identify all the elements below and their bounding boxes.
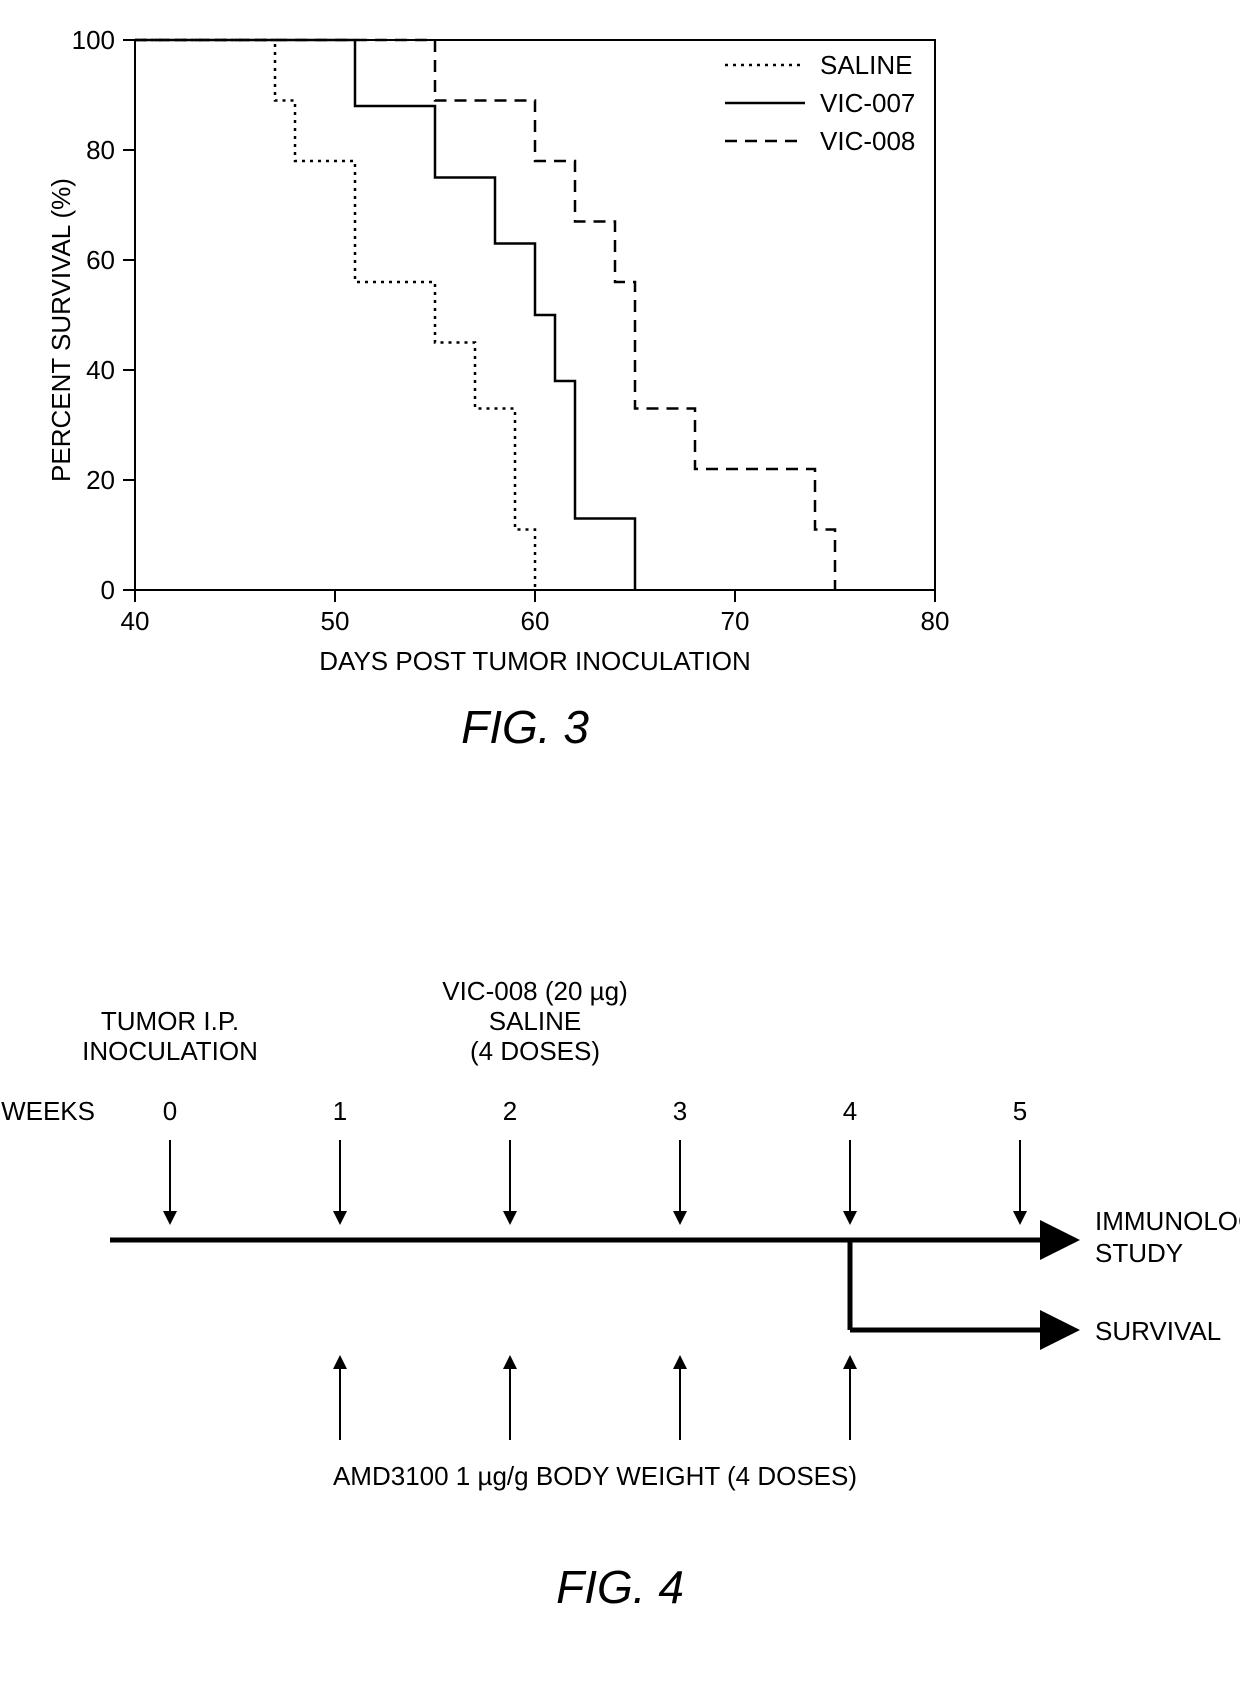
series-vic007 (135, 40, 635, 590)
week-number: 3 (673, 1096, 687, 1126)
legend-label: SALINE (820, 50, 913, 80)
x-tick-label: 80 (921, 606, 950, 636)
x-tick-label: 40 (121, 606, 150, 636)
inoculation-label: INOCULATION (82, 1036, 258, 1066)
week-number: 4 (843, 1096, 857, 1126)
y-tick-label: 20 (86, 465, 115, 495)
y-tick-label: 100 (72, 25, 115, 55)
outcome-immunology: IMMUNOLOGY (1095, 1206, 1240, 1236)
outcome-survival: SURVIVAL (1095, 1316, 1221, 1346)
fig4-caption: FIG. 4 (0, 1560, 1240, 1614)
fig3-caption: FIG. 3 (0, 700, 1050, 754)
series-saline (135, 40, 535, 590)
y-axis-label: PERCENT SURVIVAL (%) (46, 178, 76, 482)
y-tick-label: 40 (86, 355, 115, 385)
series-vic008 (135, 40, 835, 590)
y-tick-label: 0 (101, 575, 115, 605)
week-number: 2 (503, 1096, 517, 1126)
legend-label: VIC-008 (820, 126, 915, 156)
weeks-label: WEEKS (1, 1096, 95, 1126)
treatment-top-label: (4 DOSES) (470, 1036, 600, 1066)
week-number: 5 (1013, 1096, 1027, 1126)
y-tick-label: 80 (86, 135, 115, 165)
legend-label: VIC-007 (820, 88, 915, 118)
x-tick-label: 60 (521, 606, 550, 636)
y-tick-label: 60 (86, 245, 115, 275)
x-axis-label: DAYS POST TUMOR INOCULATION (319, 646, 750, 676)
week-number: 0 (163, 1096, 177, 1126)
treatment-bottom-label: AMD3100 1 µg/g BODY WEIGHT (4 DOSES) (333, 1461, 857, 1491)
outcome-immunology: STUDY (1095, 1238, 1183, 1268)
x-tick-label: 70 (721, 606, 750, 636)
week-number: 1 (333, 1096, 347, 1126)
x-tick-label: 50 (321, 606, 350, 636)
fig3-chart: 40 50 60 70 80 0 20 40 60 80 100 SALINE VIC-007 VIC-… (0, 0, 1240, 720)
treatment-top-label: SALINE (489, 1006, 582, 1036)
treatment-top-label: VIC-008 (20 µg) (442, 976, 628, 1006)
fig4-diagram: TUMOR I.P.INOCULATION VIC-008 (20 µg)SALI… (0, 960, 1240, 1560)
inoculation-label: TUMOR I.P. (101, 1006, 239, 1036)
